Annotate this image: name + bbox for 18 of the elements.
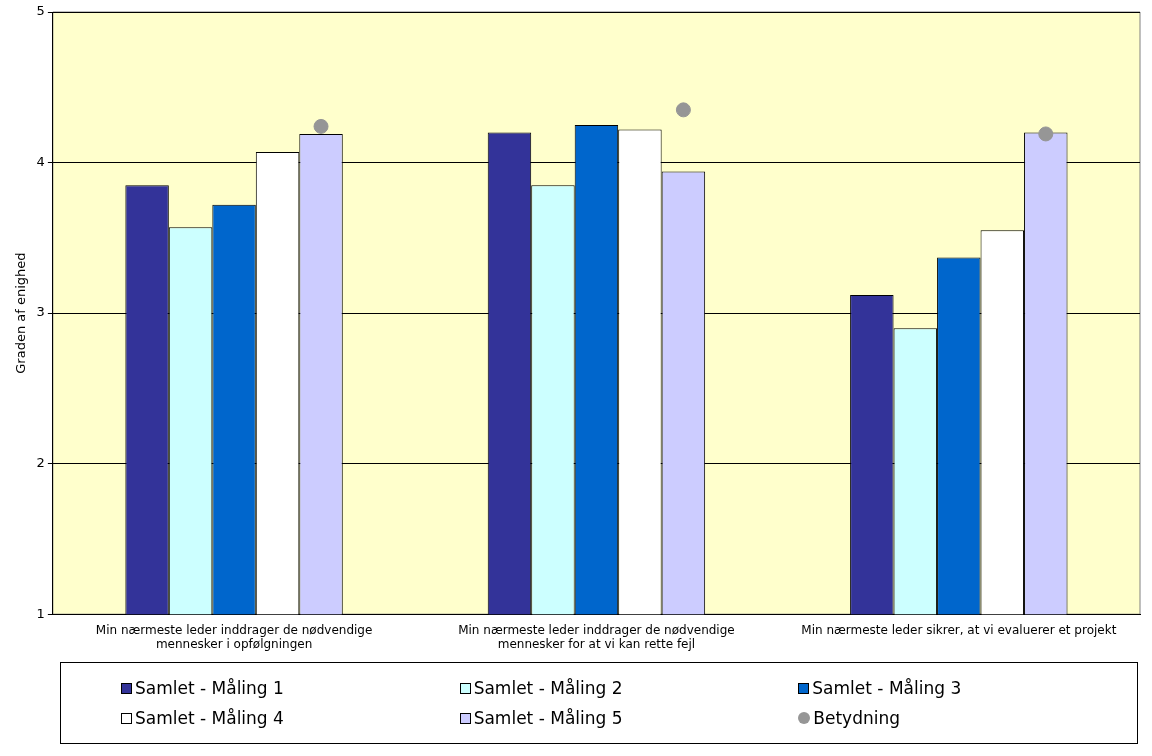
y-tick-label: 4 <box>36 153 45 169</box>
legend-label: Samlet - Måling 4 <box>135 708 284 728</box>
legend-label: Samlet - Måling 1 <box>135 678 284 698</box>
legend-label: Samlet - Måling 5 <box>473 708 623 728</box>
y-tick-label: 1 <box>36 605 45 621</box>
y-tick-label: 5 <box>36 3 45 19</box>
y-tick-label: 2 <box>36 455 45 471</box>
point <box>1038 126 1054 142</box>
x-tick-label: Min nærmeste leder inddrager de nødvendige mennesker for at vi kan rette fejl <box>458 622 735 651</box>
point <box>313 118 329 134</box>
x-tick-label: Min nærmeste leder inddrager de nødvendige mennesker i opfølgningen <box>95 622 373 651</box>
legend-label: Samlet - Måling 3 <box>812 678 962 698</box>
legend-label: Betydning <box>813 708 901 728</box>
y-tick-label: 3 <box>36 304 45 320</box>
legend-label: Samlet - Måling 2 <box>473 678 623 698</box>
y-axis-title: Graden af enighed <box>13 252 29 374</box>
point <box>675 102 691 118</box>
x-tick-label: Min nærmeste leder sikrer, at vi evaluerer et projekt <box>801 622 1117 637</box>
